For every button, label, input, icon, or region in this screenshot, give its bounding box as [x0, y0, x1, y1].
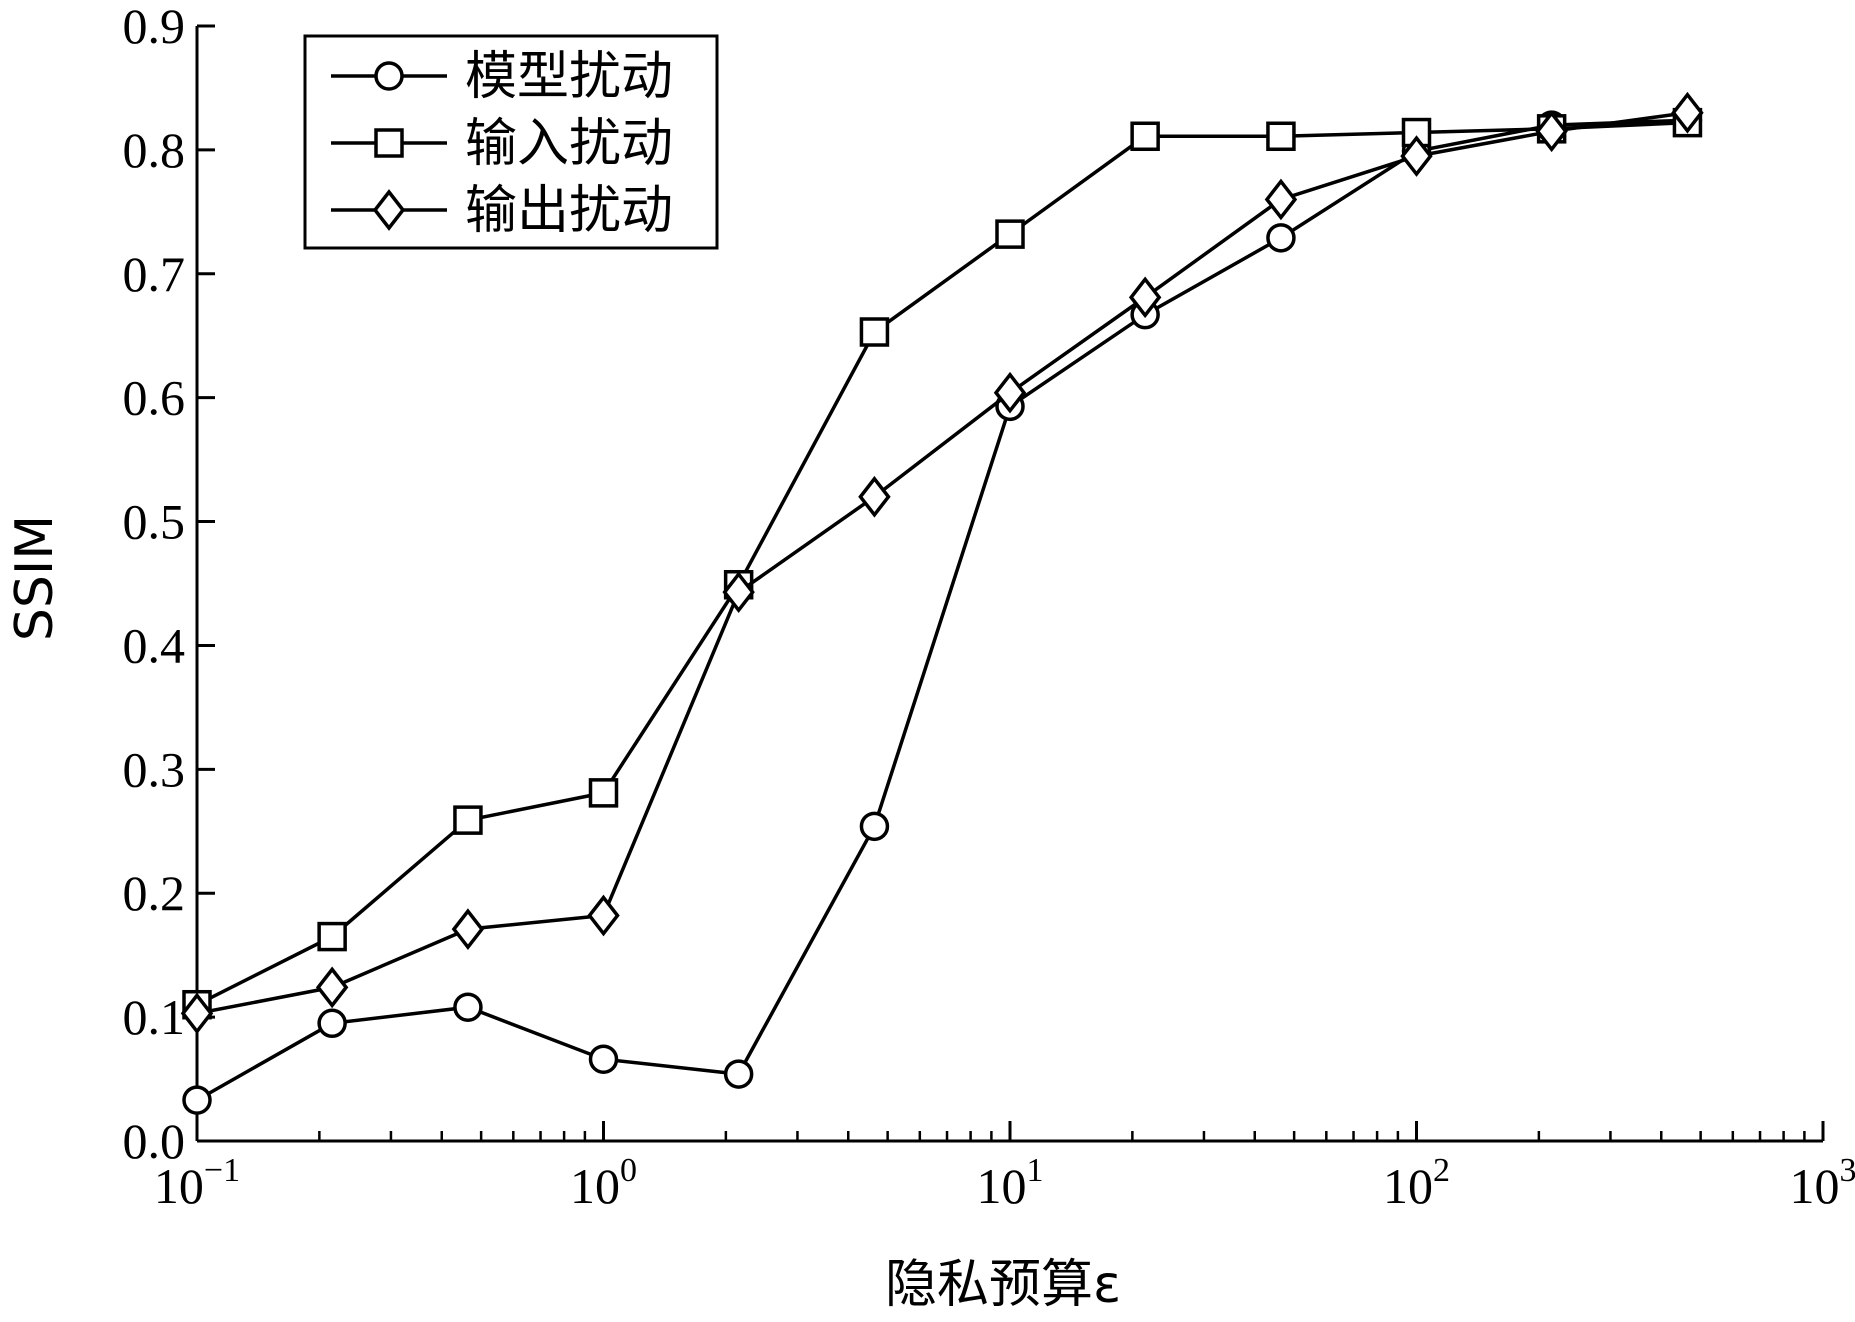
x-tick-label: 101	[977, 1152, 1044, 1214]
series-circle	[182, 105, 1703, 1115]
y-tick-label: 0.0	[123, 1113, 186, 1169]
y-tick-label: 0.5	[123, 494, 186, 550]
marker-square	[1266, 121, 1296, 152]
series-line-square	[196, 120, 1688, 1007]
marker-diamond	[451, 908, 485, 951]
marker-circle	[859, 811, 890, 842]
series-layer	[180, 91, 1704, 1115]
marker-diamond	[180, 992, 214, 1035]
legend-item-square: 输入扰动	[331, 114, 673, 174]
y-axis-title: SSIM	[5, 515, 65, 641]
legend-label: 模型扰动	[465, 47, 673, 107]
series-line-diamond	[196, 110, 1688, 1016]
marker-diamond	[587, 894, 620, 937]
marker-circle	[317, 1008, 347, 1039]
y-tick-label: 0.1	[123, 989, 186, 1045]
marker-circle	[1266, 223, 1296, 253]
marker-diamond	[1400, 135, 1433, 177]
marker-diamond	[1671, 91, 1704, 134]
marker-circle	[374, 61, 404, 91]
marker-square	[1130, 121, 1160, 152]
marker-circle	[453, 992, 483, 1022]
y-tick-label: 0.4	[123, 617, 186, 673]
marker-diamond	[858, 475, 891, 518]
x-tick-label: 10−1	[154, 1152, 240, 1214]
marker-circle	[723, 1059, 754, 1089]
marker-diamond	[993, 371, 1027, 414]
marker-diamond	[315, 966, 349, 1009]
y-tick-label: 0.9	[123, 0, 186, 54]
marker-square	[995, 219, 1025, 249]
axes: 0.0 0.1 0.2 0.3 0.4 0.5 0.6 0.7 0.8 0.9 10−1 100 101…	[123, 0, 1855, 1214]
marker-square	[859, 317, 890, 347]
x-axis-title: 隐私预算ε	[885, 1255, 1121, 1315]
marker-square	[374, 128, 404, 158]
marker-diamond	[1535, 110, 1568, 153]
legend-item-circle: 模型扰动	[331, 47, 673, 107]
y-tick-label: 0.2	[123, 865, 186, 921]
marker-square	[317, 921, 347, 952]
marker-circle	[588, 1044, 619, 1074]
marker-square	[588, 778, 619, 808]
legend-label: 输出扰动	[465, 181, 673, 241]
marker-square	[453, 805, 483, 835]
x-tick-label: 100	[570, 1152, 637, 1214]
series-diamond	[180, 91, 1704, 1035]
y-tick-label: 0.3	[123, 741, 186, 797]
x-tick-label: 102	[1383, 1152, 1450, 1214]
marker-diamond	[1264, 178, 1298, 221]
y-tick-label: 0.8	[123, 122, 186, 178]
marker-diamond	[1128, 276, 1162, 319]
marker-circle	[182, 1085, 212, 1115]
y-tick-label: 0.7	[123, 246, 186, 302]
legend-label: 输入扰动	[465, 114, 673, 174]
marker-diamond	[372, 189, 406, 231]
legend-item-diamond: 输出扰动	[331, 181, 673, 241]
marker-diamond	[722, 571, 755, 614]
series-line-circle	[196, 118, 1688, 1102]
y-tick-label: 0.6	[123, 370, 186, 426]
x-tick-label: 103	[1790, 1152, 1855, 1214]
